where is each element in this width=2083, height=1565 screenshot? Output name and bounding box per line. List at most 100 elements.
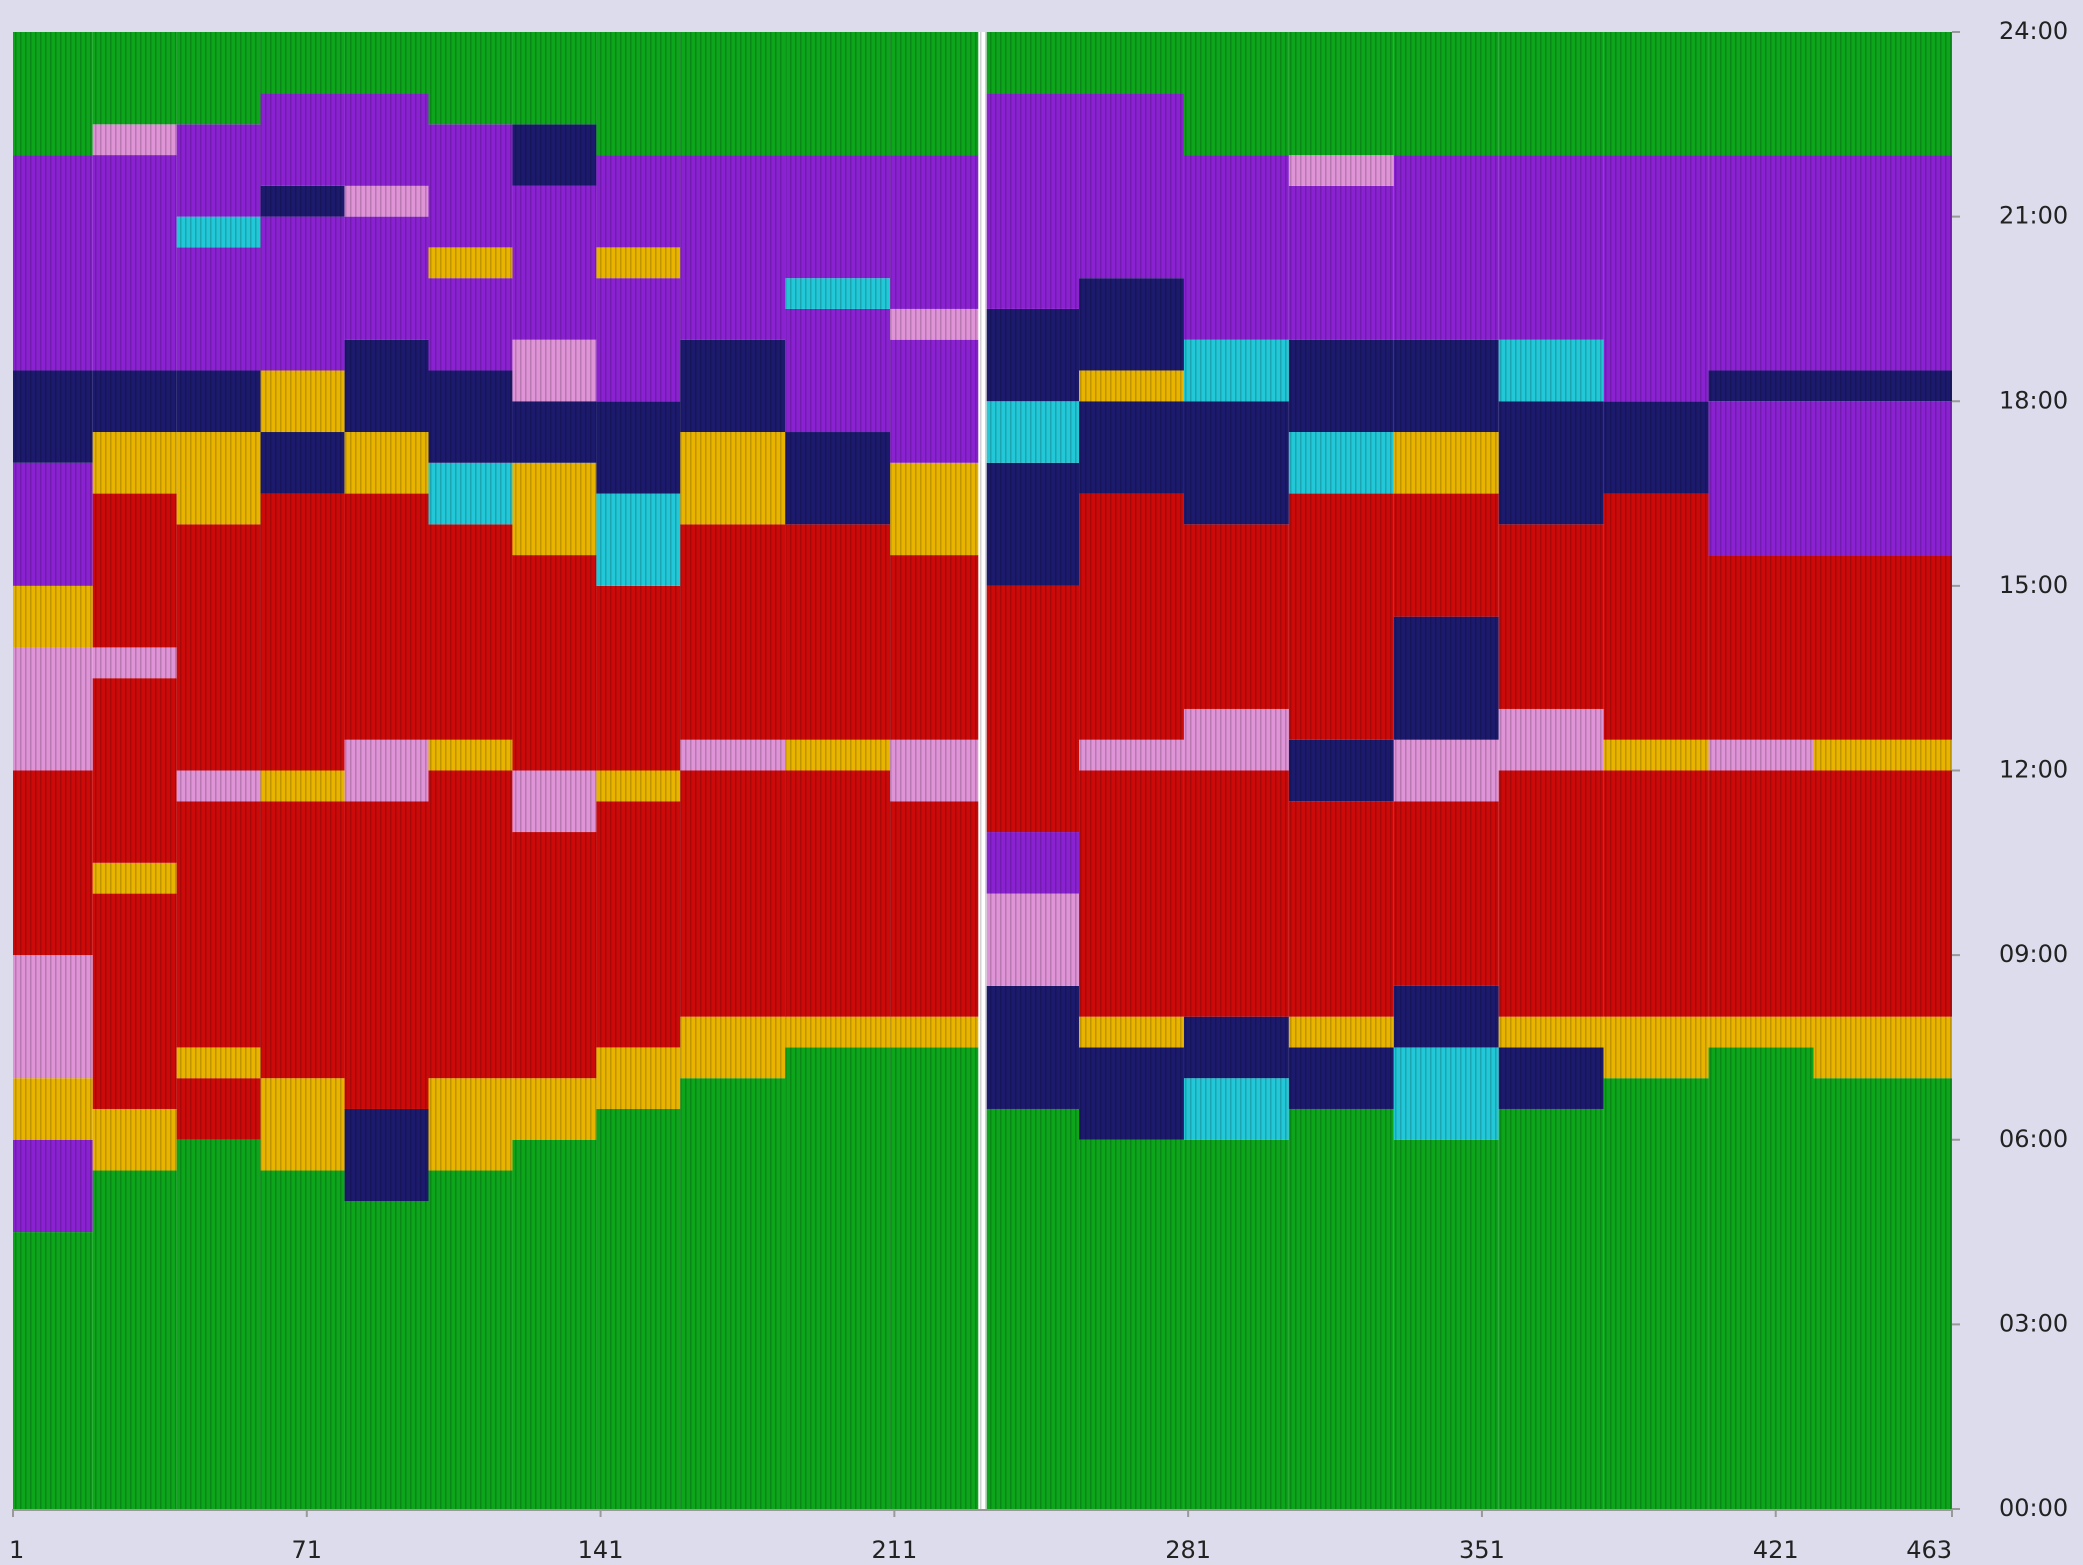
activity-segment [1183, 1078, 1289, 1140]
activity-segment [344, 339, 429, 433]
x-tick-label: 421 [1753, 1536, 1799, 1564]
activity-segment [1708, 770, 1814, 1017]
activity-segment [1708, 155, 1814, 371]
activity-segment [1288, 493, 1394, 740]
activity-segment [1708, 32, 1814, 156]
activity-segment [785, 524, 891, 740]
activity-segment [1079, 493, 1184, 740]
activity-segment [1288, 32, 1394, 156]
activity-segment [1079, 1016, 1184, 1048]
activity-segment [785, 155, 891, 279]
activity-segment [512, 1078, 597, 1140]
activity-segment [1079, 739, 1184, 771]
activity-segment [1603, 1016, 1709, 1079]
activity-segment [986, 462, 1080, 586]
activity-segment [260, 801, 345, 1079]
activity-segment [1288, 1016, 1394, 1048]
activity-segment [1498, 524, 1604, 709]
activity-segment [13, 462, 93, 586]
activity-segment [1393, 1139, 1499, 1509]
activity-segment [785, 1016, 891, 1048]
activity-segment [344, 493, 429, 740]
activity-segment [13, 1078, 93, 1140]
activity-segment [1079, 278, 1184, 371]
activity-segment [1288, 155, 1394, 186]
activity-segment [1183, 339, 1289, 402]
activity-segment [1393, 985, 1499, 1048]
activity-segment [1813, 1016, 1952, 1079]
x-tick-label: 351 [1459, 1536, 1505, 1564]
activity-segment [1393, 801, 1499, 986]
activity-segment [92, 1170, 177, 1509]
activity-segment [92, 155, 177, 371]
activity-segment [890, 555, 979, 740]
y-tick-label: 21:00 [1999, 202, 2068, 230]
activity-segment [1498, 1016, 1604, 1048]
activity-segment [1288, 432, 1394, 494]
activity-segment [13, 955, 93, 1079]
activity-segment [680, 1078, 786, 1509]
activity-segment [890, 155, 979, 309]
activity-segment [890, 1016, 979, 1048]
activity-segment [512, 555, 597, 771]
activity-segment [596, 401, 681, 494]
activity-segment [1288, 185, 1394, 340]
activity-segment [1813, 739, 1952, 771]
activity-segment [344, 1201, 429, 1509]
activity-segment [260, 1078, 345, 1171]
activity-segment [680, 339, 786, 433]
activity-segment [344, 216, 429, 340]
activity-segment [92, 124, 177, 156]
activity-segment [986, 401, 1080, 463]
activity-segment [92, 370, 177, 433]
activity-segment [428, 32, 513, 125]
activity-segment [176, 1139, 261, 1509]
y-tick-label: 03:00 [1999, 1309, 2068, 1337]
activity-segment [428, 739, 513, 771]
activity-segment [680, 432, 786, 525]
activity-segment [428, 462, 513, 525]
activity-segment [1183, 1139, 1289, 1509]
x-tick-label: 1 [9, 1536, 24, 1564]
activity-segment [1079, 1139, 1184, 1509]
activity-segment [596, 493, 681, 586]
activity-segment [986, 93, 1080, 309]
activity-segment [1498, 32, 1604, 156]
y-tick-label: 00:00 [1999, 1494, 2068, 1522]
activity-segment [1079, 770, 1184, 1017]
activity-segment [785, 278, 891, 309]
activity-segment [1288, 1047, 1394, 1109]
y-tick-label: 06:00 [1999, 1125, 2068, 1153]
activity-segment [1603, 1078, 1709, 1509]
activity-segment [13, 370, 93, 463]
activity-segment [1393, 616, 1499, 740]
activity-segment [596, 1047, 681, 1109]
activity-segment [1708, 555, 1814, 740]
activity-segment [428, 524, 513, 740]
y-tick-label: 24:00 [1999, 17, 2068, 45]
activity-segment [260, 1170, 345, 1509]
activity-segment [680, 739, 786, 771]
activity-segment [344, 739, 429, 802]
activity-segment [680, 1016, 786, 1079]
activity-segment [260, 93, 345, 186]
activity-segment [596, 247, 681, 279]
activity-segment [1498, 155, 1604, 340]
activity-segment [1708, 739, 1814, 771]
activity-segment [428, 247, 513, 279]
activity-segment [176, 32, 261, 125]
activity-segment [596, 770, 681, 802]
activity-segment [260, 216, 345, 371]
activity-segment [986, 1108, 1080, 1509]
activity-segment [1813, 770, 1952, 1017]
activity-segment [596, 32, 681, 156]
activity-segment [1708, 1016, 1814, 1048]
activity-segment [1183, 32, 1289, 156]
activity-segment [92, 647, 177, 679]
activity-segment [13, 647, 93, 771]
activity-segment [176, 432, 261, 525]
activity-segment [1079, 93, 1184, 279]
activity-segment [1288, 801, 1394, 1017]
activity-segment [260, 432, 345, 494]
